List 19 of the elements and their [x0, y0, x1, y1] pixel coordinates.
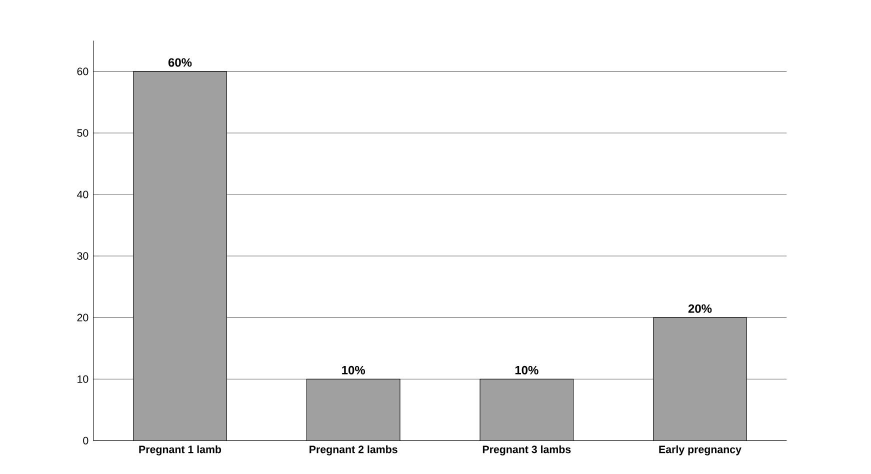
x-tick-label: Pregnant 3 lambs — [482, 445, 571, 456]
y-tick-label: 20 — [77, 314, 88, 322]
bar — [306, 379, 400, 441]
y-tick-label: 60 — [77, 68, 88, 76]
data-label: 60% — [168, 58, 192, 67]
y-tick-label: 0 — [83, 436, 88, 444]
y-tick-label: 10 — [78, 375, 88, 383]
x-tick-label: Early pregnancy — [659, 445, 742, 456]
data-label: 20% — [688, 304, 712, 313]
bar — [133, 71, 227, 441]
x-tick-label: Pregnant 2 lambs — [310, 445, 398, 456]
data-label: 10% — [515, 366, 538, 374]
data-label: 10% — [342, 366, 366, 374]
y-tick-label: 40 — [77, 190, 88, 198]
x-tick-label: Pregnant 1 lamb — [139, 445, 222, 456]
bar — [480, 379, 574, 441]
y-tick-label: 30 — [77, 252, 88, 260]
y-tick-label: 50 — [77, 129, 88, 137]
bar — [653, 317, 747, 441]
